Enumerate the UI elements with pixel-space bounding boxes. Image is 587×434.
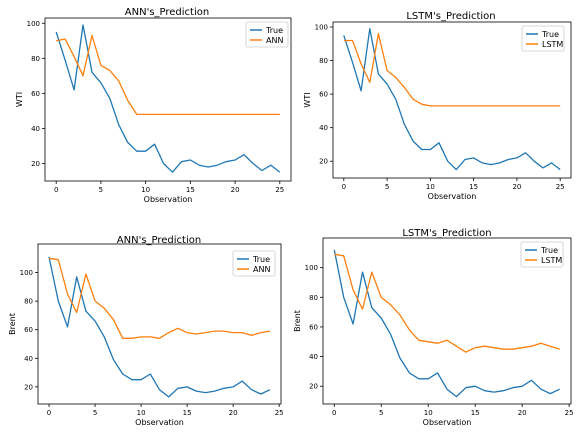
subplot-1: ANN's_Prediction 0 5 10 15 20 25 20 40 60 80 100 Obs… xyxy=(15,7,292,204)
plot-frame xyxy=(332,21,572,179)
y-tick-label: 20 xyxy=(31,160,40,168)
x-tick-label: 0 xyxy=(332,409,336,417)
subplot-3: ANN's_Prediction 0 5 10 15 20 25 20 40 60 80 100 Obs… xyxy=(8,235,284,427)
y-axis-label: Brent xyxy=(293,310,302,332)
series-line-lstm xyxy=(343,33,561,107)
x-tick-label: 15 xyxy=(469,183,478,191)
y-tick-label: 80 xyxy=(31,55,40,63)
y-tick-label: 60 xyxy=(24,326,33,334)
y-tick-label: 60 xyxy=(319,91,328,99)
series-line-true xyxy=(333,249,560,398)
series-line-true xyxy=(55,24,281,173)
x-tick-label: 15 xyxy=(183,409,192,417)
subplot-2: LSTM's_Prediction 0 5 10 15 20 25 20 40 60 80 100 Ob… xyxy=(303,11,572,201)
x-tick-label: 0 xyxy=(342,183,346,191)
chart-title: ANN's_Prediction xyxy=(125,7,209,18)
y-tick-label: 40 xyxy=(309,353,318,361)
plot-frame xyxy=(322,237,572,405)
legend-label: ANN xyxy=(266,36,283,45)
y-tick-label: 20 xyxy=(309,383,318,391)
x-tick-label: 20 xyxy=(518,409,527,417)
x-tick-label: 25 xyxy=(275,186,284,194)
y-tick-label: 100 xyxy=(305,264,318,272)
legend-label: True xyxy=(265,26,283,35)
x-tick-label: 20 xyxy=(512,183,521,191)
series-line-ann xyxy=(48,257,271,339)
x-tick-label: 20 xyxy=(229,409,238,417)
legend-label: True xyxy=(540,246,558,255)
series-line-lstm xyxy=(334,253,560,353)
plot-frame xyxy=(37,243,282,405)
subplot-4: LSTM's_Prediction 0 5 10 15 20 25 20 40 60 80 100 Ob… xyxy=(293,228,574,427)
y-tick-label: 100 xyxy=(315,24,328,32)
x-tick-label: 15 xyxy=(471,409,480,417)
x-tick-label: 5 xyxy=(379,409,383,417)
legend-label: LSTM xyxy=(541,256,562,265)
x-tick-label: 25 xyxy=(565,409,574,417)
x-tick-label: 0 xyxy=(47,409,51,417)
y-tick-label: 20 xyxy=(319,158,328,166)
x-tick-label: 25 xyxy=(556,183,565,191)
series-line-ann xyxy=(56,34,280,116)
y-tick-label: 60 xyxy=(31,90,40,98)
series-line-true xyxy=(343,28,561,171)
x-axis-label: Observation xyxy=(423,418,472,427)
x-tick-label: 25 xyxy=(275,409,284,417)
x-axis-label: Observation xyxy=(144,195,193,204)
series-line-true xyxy=(48,256,271,398)
x-tick-label: 5 xyxy=(99,186,103,194)
chart-title: ANN's_Prediction xyxy=(117,235,201,246)
y-axis-label: WTI xyxy=(15,92,24,107)
x-tick-label: 10 xyxy=(137,409,146,417)
x-tick-label: 0 xyxy=(54,186,58,194)
x-axis-label: Observation xyxy=(135,418,184,427)
y-tick-label: 100 xyxy=(27,20,40,28)
legend-label: ANN xyxy=(253,265,270,274)
y-tick-label: 40 xyxy=(24,355,33,363)
x-tick-label: 5 xyxy=(93,409,97,417)
x-tick-label: 10 xyxy=(424,409,433,417)
y-tick-label: 100 xyxy=(20,269,33,277)
y-tick-label: 80 xyxy=(309,294,318,302)
plot-frame xyxy=(44,17,292,182)
legend-label: True xyxy=(252,255,270,264)
x-tick-label: 15 xyxy=(186,186,195,194)
y-tick-label: 80 xyxy=(24,298,33,306)
x-tick-label: 20 xyxy=(231,186,240,194)
y-axis-label: WTI xyxy=(303,92,312,107)
chart-title: LSTM's_Prediction xyxy=(402,228,491,239)
chart-title: LSTM's_Prediction xyxy=(406,11,495,22)
x-tick-label: 10 xyxy=(426,183,435,191)
legend-label: LSTM xyxy=(542,40,563,49)
y-axis-label: Brent xyxy=(8,313,17,335)
y-tick-label: 60 xyxy=(309,323,318,331)
x-axis-label: Observation xyxy=(428,192,477,201)
x-tick-label: 10 xyxy=(141,186,150,194)
x-tick-label: 5 xyxy=(385,183,389,191)
y-tick-label: 80 xyxy=(319,57,328,65)
y-tick-label: 40 xyxy=(319,124,328,132)
y-tick-label: 20 xyxy=(24,383,33,391)
y-tick-label: 40 xyxy=(31,125,40,133)
legend-label: True xyxy=(541,30,559,39)
